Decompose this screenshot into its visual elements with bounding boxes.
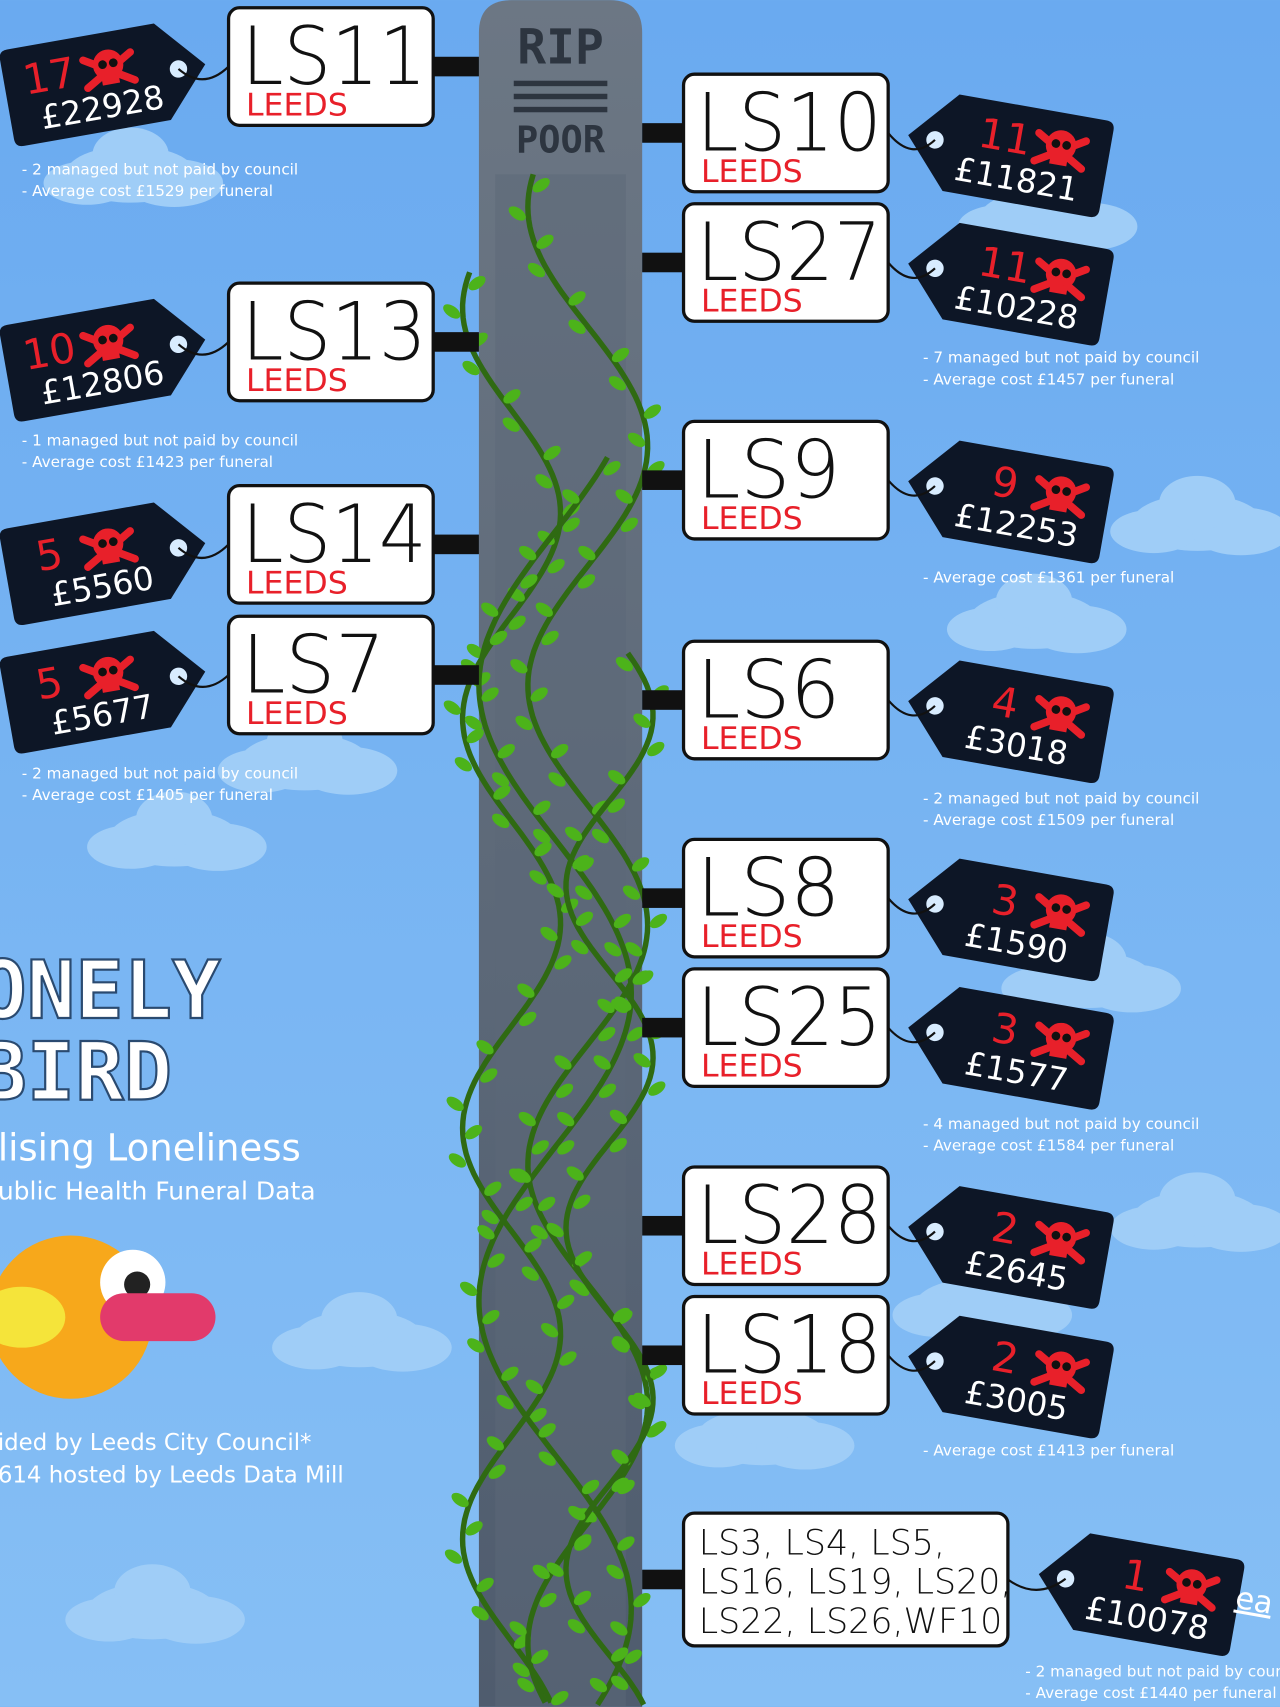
- cloud: [321, 1292, 397, 1346]
- subtitle: lising Loneliness: [0, 1126, 301, 1169]
- note: - Average cost £1440 per funeral: [1025, 1684, 1276, 1702]
- plate-city: LEEDS: [246, 363, 348, 399]
- cloud: [114, 1564, 190, 1618]
- note: - 7 managed but not paid by council: [923, 349, 1199, 367]
- cloud: [1159, 476, 1235, 530]
- plate-city: LEEDS: [701, 1376, 803, 1412]
- source: ided by Leeds City Council*: [0, 1430, 311, 1456]
- plate-city: LEEDS: [701, 283, 803, 319]
- note: - 4 managed but not paid by council: [923, 1115, 1199, 1133]
- note: - 2 managed but not paid by council: [22, 764, 298, 782]
- note: - Average cost £1405 per funeral: [22, 786, 273, 804]
- plate-city: LEEDS: [246, 88, 348, 124]
- connector: [642, 1018, 683, 1038]
- connector: [433, 535, 479, 555]
- cloud: [1159, 1172, 1235, 1226]
- plate-code: LS16, LS19, LS20,: [699, 1563, 1012, 1603]
- connector: [433, 57, 479, 77]
- note: - Average cost £1529 per funeral: [22, 182, 273, 200]
- unit: ea: [1233, 1581, 1276, 1622]
- plate-city: LEEDS: [701, 721, 803, 757]
- connector: [642, 1216, 683, 1236]
- note: - 2 managed but not paid by council: [22, 160, 298, 178]
- note: - 2 managed but not paid by council: [1025, 1662, 1280, 1680]
- note: - 2 managed but not paid by council: [923, 789, 1199, 807]
- connector: [433, 665, 479, 685]
- plate-city: LEEDS: [701, 1247, 803, 1283]
- infographic: RIP POOR ONELY BIRD lising Loneliness ub…: [0, 0, 1280, 1707]
- connector: [642, 690, 683, 710]
- page: RIP POOR ONELY BIRD lising Loneliness ub…: [0, 0, 1280, 1707]
- subtitle: ublic Health Funeral Data: [0, 1177, 316, 1206]
- note: - Average cost £1457 per funeral: [923, 370, 1174, 388]
- tombstone-bottom: POOR: [516, 119, 606, 162]
- title-line: ONELY: [0, 943, 221, 1037]
- connector: [642, 1345, 683, 1365]
- tombstone-rule: [514, 81, 608, 86]
- tombstone-rule: [514, 107, 608, 112]
- note: - Average cost £1584 per funeral: [923, 1137, 1174, 1155]
- plate-city: LEEDS: [701, 501, 803, 537]
- note: - Average cost £1423 per funeral: [22, 453, 273, 471]
- tombstone-top: RIP: [517, 20, 603, 75]
- plate-city: LEEDS: [701, 1049, 803, 1085]
- connector: [642, 253, 683, 273]
- plate-code: LS3, LS4, LS5,: [699, 1523, 945, 1563]
- connector: [642, 888, 683, 908]
- plate-code: LS22, LS26,WF10: [699, 1602, 1003, 1642]
- plate-city: LEEDS: [246, 565, 348, 601]
- connector: [642, 1570, 683, 1590]
- plate-city: LEEDS: [701, 919, 803, 955]
- source: 614 hosted by Leeds Data Mill: [0, 1463, 344, 1489]
- connector: [642, 470, 683, 490]
- note: - Average cost £1509 per funeral: [923, 811, 1174, 829]
- title-line: BIRD: [0, 1024, 172, 1118]
- connector: [433, 332, 479, 352]
- plate-city: LEEDS: [246, 696, 348, 732]
- note: - Average cost £1361 per funeral: [923, 568, 1174, 586]
- plate-city: LEEDS: [701, 154, 803, 190]
- note: - 1 managed but not paid by council: [22, 431, 298, 449]
- connector: [642, 123, 683, 143]
- note: - Average cost £1413 per funeral: [923, 1441, 1174, 1459]
- tombstone-rule: [514, 94, 608, 99]
